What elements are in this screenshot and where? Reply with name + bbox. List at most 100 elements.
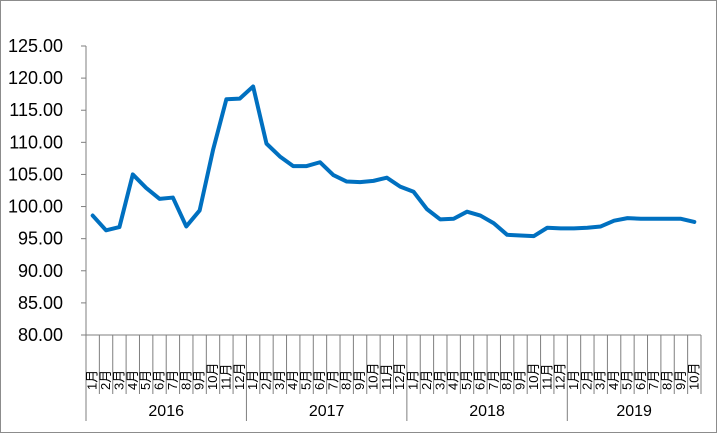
x-tick-label: 1月: [566, 370, 581, 390]
x-tick-label: 12月: [553, 363, 568, 390]
data-point: [118, 226, 121, 229]
x-tick-label: 7月: [646, 370, 661, 390]
x-tick-label: 10月: [205, 363, 220, 390]
x-tick-label: 1月: [406, 370, 421, 390]
data-point: [211, 148, 214, 151]
x-tick-label: 2月: [579, 370, 594, 390]
y-tick-label: 115.00: [9, 100, 63, 120]
y-tick-label: 80.00: [18, 325, 63, 345]
x-tick-label: 1月: [85, 370, 100, 390]
x-tick-label: 4月: [606, 370, 621, 390]
y-tick-label: 95.00: [18, 229, 63, 249]
data-point: [532, 234, 535, 237]
data-point: [318, 161, 321, 164]
x-tick-label: 8月: [339, 370, 354, 390]
y-tick-label: 90.00: [18, 261, 63, 281]
data-point: [599, 225, 602, 228]
data-point: [171, 196, 174, 199]
x-tick-label: 8月: [178, 370, 193, 390]
x-tick-label: 4月: [125, 370, 140, 390]
data-point: [345, 180, 348, 183]
data-point: [546, 226, 549, 229]
x-tick-label: 4月: [285, 370, 300, 390]
x-tick-label: 9月: [513, 370, 528, 390]
data-point: [265, 142, 268, 145]
data-point: [693, 220, 696, 223]
series-line: [90, 84, 697, 239]
x-tick-label: 6月: [152, 370, 167, 390]
x-tick-label: 7月: [486, 370, 501, 390]
x-tick-label: 3月: [432, 370, 447, 390]
data-point: [305, 164, 308, 167]
year-label: 2019: [616, 403, 652, 420]
x-tick-label: 9月: [673, 370, 688, 390]
data-point: [104, 229, 107, 232]
y-tick-label: 100.00: [8, 197, 63, 217]
data-point: [372, 179, 375, 182]
x-tick-label: 6月: [633, 370, 648, 390]
x-tick-label: 1月: [245, 370, 260, 390]
x-tick-label: 8月: [660, 370, 675, 390]
data-point: [572, 227, 575, 230]
x-tick-label: 5月: [299, 370, 314, 390]
x-tick-label: 5月: [619, 370, 634, 390]
data-point: [91, 214, 94, 217]
year-label: 2016: [148, 403, 184, 420]
x-tick-label: 3月: [593, 370, 608, 390]
data-point: [439, 218, 442, 221]
x-tick-label: 3月: [272, 370, 287, 390]
y-tick-label: 125.00: [8, 36, 63, 56]
data-point: [492, 222, 495, 225]
data-point: [519, 234, 522, 237]
data-point: [412, 190, 415, 193]
data-point: [185, 225, 188, 228]
data-point: [465, 210, 468, 213]
x-tick-label: 4月: [446, 370, 461, 390]
y-tick-label: 110.00: [9, 132, 63, 152]
data-point: [158, 197, 161, 200]
data-point: [679, 217, 682, 220]
x-tick-label: 7月: [165, 370, 180, 390]
x-tick-label: 6月: [312, 370, 327, 390]
x-tick-label: 6月: [472, 370, 487, 390]
x-tick-label: 10月: [526, 363, 541, 390]
data-point: [358, 181, 361, 184]
data-point: [666, 217, 669, 220]
data-point: [332, 173, 335, 176]
data-point: [145, 186, 148, 189]
y-tick-label: 85.00: [18, 293, 63, 313]
x-tick-label: 10月: [365, 363, 380, 390]
data-point: [252, 85, 255, 88]
data-point: [452, 217, 455, 220]
data-point: [479, 214, 482, 217]
x-tick-label: 7月: [325, 370, 340, 390]
y-tick-label: 105.00: [8, 164, 63, 184]
data-point: [559, 227, 562, 230]
data-point: [225, 98, 228, 101]
x-tick-label: 11月: [539, 364, 554, 391]
data-point: [586, 226, 589, 229]
data-point: [198, 209, 201, 212]
x-tick-label: 9月: [192, 370, 207, 390]
x-tick-label: 10月: [686, 363, 701, 390]
x-tick-label: 11月: [218, 364, 233, 391]
data-point: [385, 176, 388, 179]
data-point: [278, 155, 281, 158]
x-tick-label: 2月: [98, 370, 113, 390]
data-point: [292, 164, 295, 167]
x-tick-label: 5月: [459, 370, 474, 390]
year-label: 2018: [469, 403, 505, 420]
data-point: [238, 97, 241, 100]
x-tick-label: 9月: [352, 370, 367, 390]
x-tick-label: 3月: [111, 370, 126, 390]
data-point: [653, 217, 656, 220]
y-tick-label: 120.00: [8, 68, 63, 88]
data-point: [639, 217, 642, 220]
x-tick-label: 8月: [499, 370, 514, 390]
data-point: [131, 173, 134, 176]
x-tick-label: 11月: [379, 364, 394, 391]
data-point: [399, 185, 402, 188]
x-tick-label: 12月: [232, 363, 247, 390]
